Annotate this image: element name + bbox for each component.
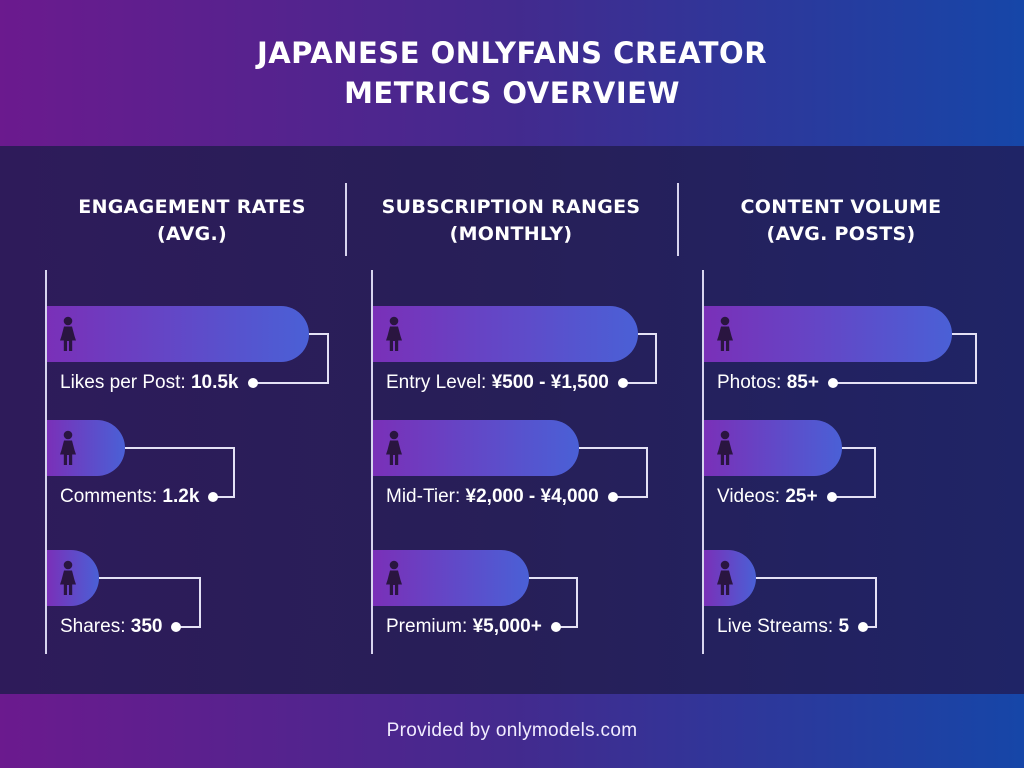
header: JAPANESE ONLYFANS CREATOR METRICS OVERVI… xyxy=(0,0,1024,146)
connector-dot xyxy=(617,378,628,388)
footer-credit: Provided by onlymodels.com xyxy=(386,720,638,741)
connector-dot xyxy=(858,622,869,632)
connector-line xyxy=(832,382,976,384)
data-label-name: Videos: xyxy=(717,486,786,507)
data-label-value: ¥2,000 - ¥4,000 xyxy=(465,486,599,507)
connector-line xyxy=(199,577,201,628)
panel-title-line2: (AVG. POSTS) xyxy=(766,223,916,245)
connector-line xyxy=(646,447,648,498)
bar xyxy=(704,306,952,362)
data-label-name: Photos: xyxy=(717,372,787,393)
connector-line xyxy=(125,447,234,449)
connector-dot xyxy=(607,492,618,502)
data-label-value: 1.2k xyxy=(162,486,200,507)
page-title-line2: METRICS OVERVIEW xyxy=(344,76,680,110)
female-figure-icon xyxy=(58,316,78,352)
data-label-name: Comments: xyxy=(60,486,163,507)
data-label: Entry Level: ¥500 - ¥1,500 xyxy=(386,371,609,395)
connector-line xyxy=(842,447,875,449)
bar xyxy=(47,306,309,362)
panel-title-content: CONTENT VOLUME (AVG. POSTS) xyxy=(681,194,1001,248)
data-label-name: Likes per Post: xyxy=(60,372,191,393)
female-figure-icon xyxy=(715,430,735,466)
footer: Provided by onlymodels.com xyxy=(0,694,1024,768)
data-label-name: Premium: xyxy=(386,616,473,637)
connector-line xyxy=(252,382,328,384)
column-separator xyxy=(677,183,679,256)
connector-line xyxy=(952,333,976,335)
data-label: Mid-Tier: ¥2,000 - ¥4,000 xyxy=(386,485,599,509)
connector-line xyxy=(622,382,656,384)
connector-dot xyxy=(826,492,837,502)
data-label: Shares: 350 xyxy=(60,615,162,639)
panel-title-subscription: SUBSCRIPTION RANGES (MONTHLY) xyxy=(351,194,671,248)
data-label-name: Shares: xyxy=(60,616,131,637)
connector-line xyxy=(756,577,876,579)
data-label: Likes per Post: 10.5k xyxy=(60,371,239,395)
data-label-value: ¥5,000+ xyxy=(472,616,542,637)
data-label: Photos: 85+ xyxy=(717,371,819,395)
panel-title-line1: CONTENT VOLUME xyxy=(740,196,942,218)
data-label: Live Streams: 5 xyxy=(717,615,849,639)
data-label-value: ¥500 - ¥1,500 xyxy=(491,372,609,393)
column-separator xyxy=(345,183,347,256)
female-figure-icon xyxy=(715,316,735,352)
bar xyxy=(373,420,579,476)
data-label-value: 25+ xyxy=(785,486,818,507)
connector-line xyxy=(529,577,577,579)
female-figure-icon xyxy=(58,560,78,596)
connector-line xyxy=(863,626,876,628)
connector-line xyxy=(579,447,647,449)
connector-line xyxy=(213,496,234,498)
data-label-value: 5 xyxy=(838,616,850,637)
panel-axis-line xyxy=(371,270,373,654)
connector-line xyxy=(874,447,876,498)
female-figure-icon xyxy=(384,560,404,596)
data-label-value: 350 xyxy=(130,616,163,637)
connector-line xyxy=(233,447,235,498)
bar xyxy=(373,306,638,362)
connector-dot xyxy=(827,378,838,388)
connector-line xyxy=(309,333,328,335)
connector-dot xyxy=(550,622,561,632)
connector-line xyxy=(176,626,200,628)
data-label: Videos: 25+ xyxy=(717,485,818,509)
female-figure-icon xyxy=(715,560,735,596)
connector-line xyxy=(576,577,578,628)
data-label-name: Mid-Tier: xyxy=(386,486,466,507)
female-figure-icon xyxy=(384,316,404,352)
female-figure-icon xyxy=(58,430,78,466)
connector-line xyxy=(638,333,656,335)
data-label-name: Live Streams: xyxy=(717,616,839,637)
connector-line xyxy=(327,333,329,384)
panel-title-engagement: ENGAGEMENT RATES (AVG.) xyxy=(32,194,352,248)
data-label-name: Entry Level: xyxy=(386,372,492,393)
page-title-line1: JAPANESE ONLYFANS CREATOR xyxy=(256,36,768,70)
connector-line xyxy=(831,496,875,498)
connector-line xyxy=(612,496,647,498)
connector-dot xyxy=(247,378,258,388)
data-label: Premium: ¥5,000+ xyxy=(386,615,542,639)
connector-dot xyxy=(208,492,219,502)
data-label-value: 85+ xyxy=(786,372,819,393)
female-figure-icon xyxy=(384,430,404,466)
connector-dot xyxy=(171,622,182,632)
panel-title-line2: (MONTHLY) xyxy=(449,223,573,245)
connector-line xyxy=(655,333,657,384)
panel-axis-line xyxy=(702,270,704,654)
connector-line xyxy=(555,626,577,628)
bar xyxy=(47,420,125,476)
panel-title-line1: SUBSCRIPTION RANGES xyxy=(381,196,641,218)
panel-title-line1: ENGAGEMENT RATES xyxy=(78,196,306,218)
panel-title-line2: (AVG.) xyxy=(156,223,228,245)
connector-line xyxy=(975,333,977,384)
data-label: Comments: 1.2k xyxy=(60,485,199,509)
data-label-value: 10.5k xyxy=(190,372,239,393)
connector-line xyxy=(875,577,877,628)
connector-line xyxy=(99,577,200,579)
panel-axis-line xyxy=(45,270,47,654)
